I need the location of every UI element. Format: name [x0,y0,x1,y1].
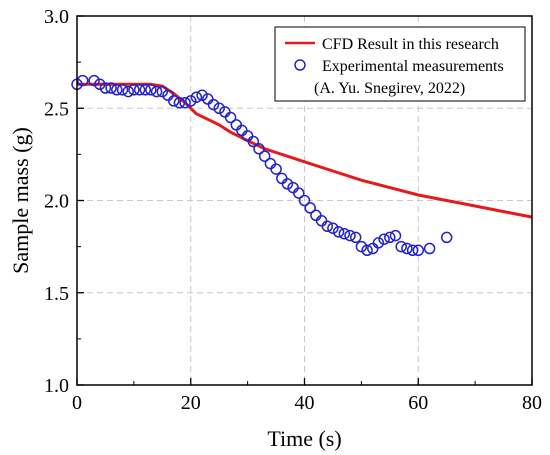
experimental-point [298,194,311,207]
y-tick-label: 2.5 [44,98,69,120]
experimental-point [111,84,123,96]
experimental-point [355,240,368,253]
experimental-point [389,229,402,242]
legend-experimental-swatch [294,59,306,71]
x-tick-label: 40 [295,392,315,414]
legend: CFD Result in this research Experimental… [274,26,526,102]
experimental-point [304,202,316,214]
experimental-point [122,85,134,98]
experimental-point [236,124,248,137]
y-tick-label: 1.0 [44,375,69,397]
experimental-point [207,98,220,111]
experimental-point [367,242,379,255]
experimental-point [270,163,282,175]
experimental-point [145,84,157,96]
y-tick-label: 1.5 [44,283,69,305]
x-tick-label: 20 [181,392,201,414]
experimental-point [384,231,396,244]
experimental-point [128,84,140,96]
experimental-point [173,96,186,109]
experimental-point [116,84,129,96]
experimental-point [315,215,328,227]
ticks: 0 20 40 60 80 1.0 1.5 2.0 2.5 3.0 [44,6,542,414]
experimental-point [332,226,345,238]
experimental-point [88,74,100,87]
experimental-point [378,233,390,245]
experimental-point [196,89,208,102]
y-tick-label: 3.0 [44,6,69,28]
x-tick-label: 60 [408,392,428,414]
experimental-point [150,85,163,98]
experimental-point [281,178,294,190]
legend-experimental-label: Experimental measurements [322,58,504,75]
experimental-point [412,244,425,257]
x-axis-label: Time (s) [267,426,341,451]
experimental-point [423,242,436,255]
experimental-point [276,172,288,185]
experimental-point [395,240,407,253]
experimental-point [401,242,413,255]
experimental-point [253,143,265,155]
experimental-point [293,187,305,199]
experimental-point [349,231,362,244]
experimental-point [264,157,277,170]
experimental-point [139,84,152,96]
experimental-point [99,82,112,94]
experimental-point [327,222,339,234]
y-tick-label: 2.0 [44,191,69,213]
experimental-point [247,135,260,148]
experimental-point [321,220,334,233]
experimental-point [213,102,225,115]
experimental-point [372,237,385,249]
experimental-point [179,96,191,109]
experimental-point [224,111,237,124]
experimental-point [190,91,203,103]
legend-experimental-source: (A. Yu. Snegirev, 2022) [314,80,465,97]
y-axis-label: Sample mass (g) [8,127,33,274]
experimental-point [344,229,356,242]
experimental-point [310,209,322,222]
experimental-point [230,119,243,131]
experimental-point [133,84,146,96]
experimental-point [440,231,453,244]
experimental-point [338,227,351,240]
x-tick-label: 80 [522,392,542,414]
experimental-point [105,82,117,94]
legend-cfd-label: CFD Result in this research [322,36,499,53]
experimental-point [156,85,169,98]
experimental-point [361,244,373,257]
x-tick-label: 0 [72,392,82,414]
experimental-point [258,150,271,162]
experimental-point [167,95,180,107]
experimental-point [406,244,419,257]
legend-box [274,26,526,102]
series-layer [71,74,533,257]
